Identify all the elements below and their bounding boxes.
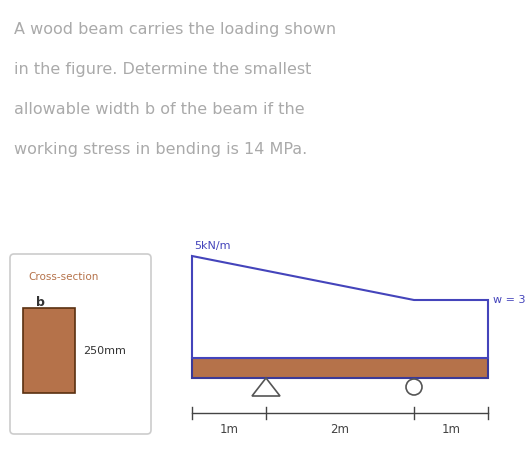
- Text: 250mm: 250mm: [83, 345, 126, 355]
- Text: w = 3 kN/m: w = 3 kN/m: [493, 295, 530, 305]
- Polygon shape: [252, 378, 280, 396]
- Text: 1m: 1m: [219, 423, 238, 436]
- Text: 2m: 2m: [331, 423, 349, 436]
- Bar: [192, 358, 488, 378]
- Text: in the figure. Determine the smallest: in the figure. Determine the smallest: [14, 62, 312, 77]
- Bar: [23, 308, 75, 393]
- Text: b: b: [36, 296, 45, 309]
- Text: 5kN/m: 5kN/m: [194, 241, 231, 251]
- Text: working stress in bending is 14 MPa.: working stress in bending is 14 MPa.: [14, 142, 307, 157]
- Circle shape: [406, 379, 422, 395]
- Text: 1m: 1m: [441, 423, 461, 436]
- Polygon shape: [192, 256, 488, 358]
- Text: allowable width b of the beam if the: allowable width b of the beam if the: [14, 102, 305, 117]
- Text: Cross-section: Cross-section: [28, 272, 99, 282]
- FancyBboxPatch shape: [10, 254, 151, 434]
- Text: A wood beam carries the loading shown: A wood beam carries the loading shown: [14, 22, 336, 37]
